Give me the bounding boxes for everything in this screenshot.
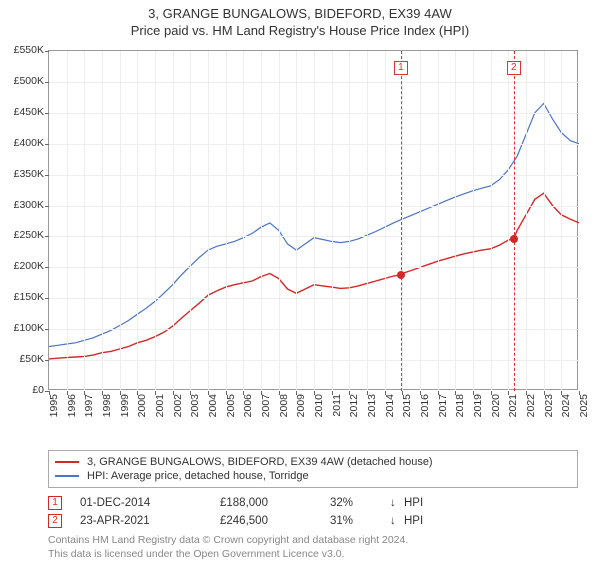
x-axis-label: 2017 [437,394,449,417]
marker-label-box: 1 [394,61,408,75]
x-axis-label: 2011 [331,394,343,417]
transaction-hpi-label: HPI [404,497,423,509]
x-axis-label: 2004 [207,394,219,417]
chart-title: 3, GRANGE BUNGALOWS, BIDEFORD, EX39 4AW [0,6,600,21]
y-axis-label: £250K [0,229,44,241]
x-axis-label: 2023 [543,394,555,417]
y-axis-label: £0 [0,384,44,396]
transaction-price: £246,500 [220,515,330,527]
chart-subtitle: Price paid vs. HM Land Registry's House … [0,23,600,38]
y-axis-label: £100K [0,322,44,334]
x-axis-label: 1995 [48,394,60,417]
x-axis-label: 1996 [66,394,78,417]
x-axis-label: 2016 [419,394,431,417]
x-axis-label: 2015 [401,394,413,417]
marker-label-box: 2 [507,61,521,75]
y-axis-label: £200K [0,260,44,272]
data-point-marker [510,235,518,243]
title-block: 3, GRANGE BUNGALOWS, BIDEFORD, EX39 4AW … [0,0,600,38]
footer-line-2: This data is licensed under the Open Gov… [48,548,578,561]
data-point-marker [397,271,405,279]
y-axis-label: £400K [0,137,44,149]
x-axis-label: 2009 [295,394,307,417]
legend-label: 3, GRANGE BUNGALOWS, BIDEFORD, EX39 4AW … [87,456,433,468]
y-axis-label: £350K [0,168,44,180]
x-axis-label: 2019 [472,394,484,417]
transaction-pct: 32% [330,497,390,509]
chart-container: 3, GRANGE BUNGALOWS, BIDEFORD, EX39 4AW … [0,0,600,560]
x-axis-label: 2010 [313,394,325,417]
chart-area: 12 £0£50K£100K£150K£200K£250K£300K£350K£… [48,50,578,410]
x-axis-label: 2022 [525,394,537,417]
x-axis-label: 1998 [101,394,113,417]
x-axis-label: 2003 [189,394,201,417]
arrow-down-icon: ↓ [390,515,404,527]
y-axis-label: £500K [0,75,44,87]
plot-area: 12 [48,50,578,390]
transaction-num-box: 1 [48,496,62,510]
legend-swatch [55,461,79,463]
transaction-hpi-label: HPI [404,515,423,527]
x-axis-label: 2005 [225,394,237,417]
x-axis-label: 2006 [242,394,254,417]
x-axis-label: 2024 [560,394,572,417]
y-axis-label: £450K [0,106,44,118]
x-axis-label: 2013 [366,394,378,417]
transaction-date: 01-DEC-2014 [80,497,220,509]
x-axis-label: 2007 [260,394,272,417]
transaction-pct: 31% [330,515,390,527]
transaction-row: 2 23-APR-2021£246,50031%↓HPI [48,512,578,530]
y-axis-label: £300K [0,199,44,211]
y-axis-label: £150K [0,291,44,303]
x-axis-label: 2000 [136,394,148,417]
x-axis-label: 2014 [384,394,396,417]
legend-item: HPI: Average price, detached house, Torr… [55,469,571,483]
x-axis-label: 2020 [490,394,502,417]
transaction-row: 1 01-DEC-2014£188,00032%↓HPI [48,494,578,512]
legend-panel: 3, GRANGE BUNGALOWS, BIDEFORD, EX39 4AW … [48,450,578,561]
y-axis-label: £50K [0,353,44,365]
transaction-price: £188,000 [220,497,330,509]
footer-text: Contains HM Land Registry data © Crown c… [48,534,578,561]
y-axis-label: £550K [0,44,44,56]
legend-item: 3, GRANGE BUNGALOWS, BIDEFORD, EX39 4AW … [55,455,571,469]
legend-label: HPI: Average price, detached house, Torr… [87,470,309,482]
x-axis-label: 1997 [83,394,95,417]
arrow-down-icon: ↓ [390,497,404,509]
transaction-num-box: 2 [48,514,62,528]
x-axis-label: 2001 [154,394,166,417]
x-axis-label: 2018 [454,394,466,417]
transaction-date: 23-APR-2021 [80,515,220,527]
x-axis-label: 2008 [278,394,290,417]
x-axis-label: 2012 [348,394,360,417]
x-axis-label: 1999 [119,394,131,417]
x-axis-label: 2002 [172,394,184,417]
transactions-table: 1 01-DEC-2014£188,00032%↓HPI 2 23-APR-2021£… [48,494,578,530]
x-axis-label: 2021 [507,394,519,417]
x-axis-label: 2025 [578,394,590,417]
footer-line-1: Contains HM Land Registry data © Crown c… [48,534,578,548]
legend-box: 3, GRANGE BUNGALOWS, BIDEFORD, EX39 4AW … [48,450,578,488]
legend-swatch [55,475,79,477]
